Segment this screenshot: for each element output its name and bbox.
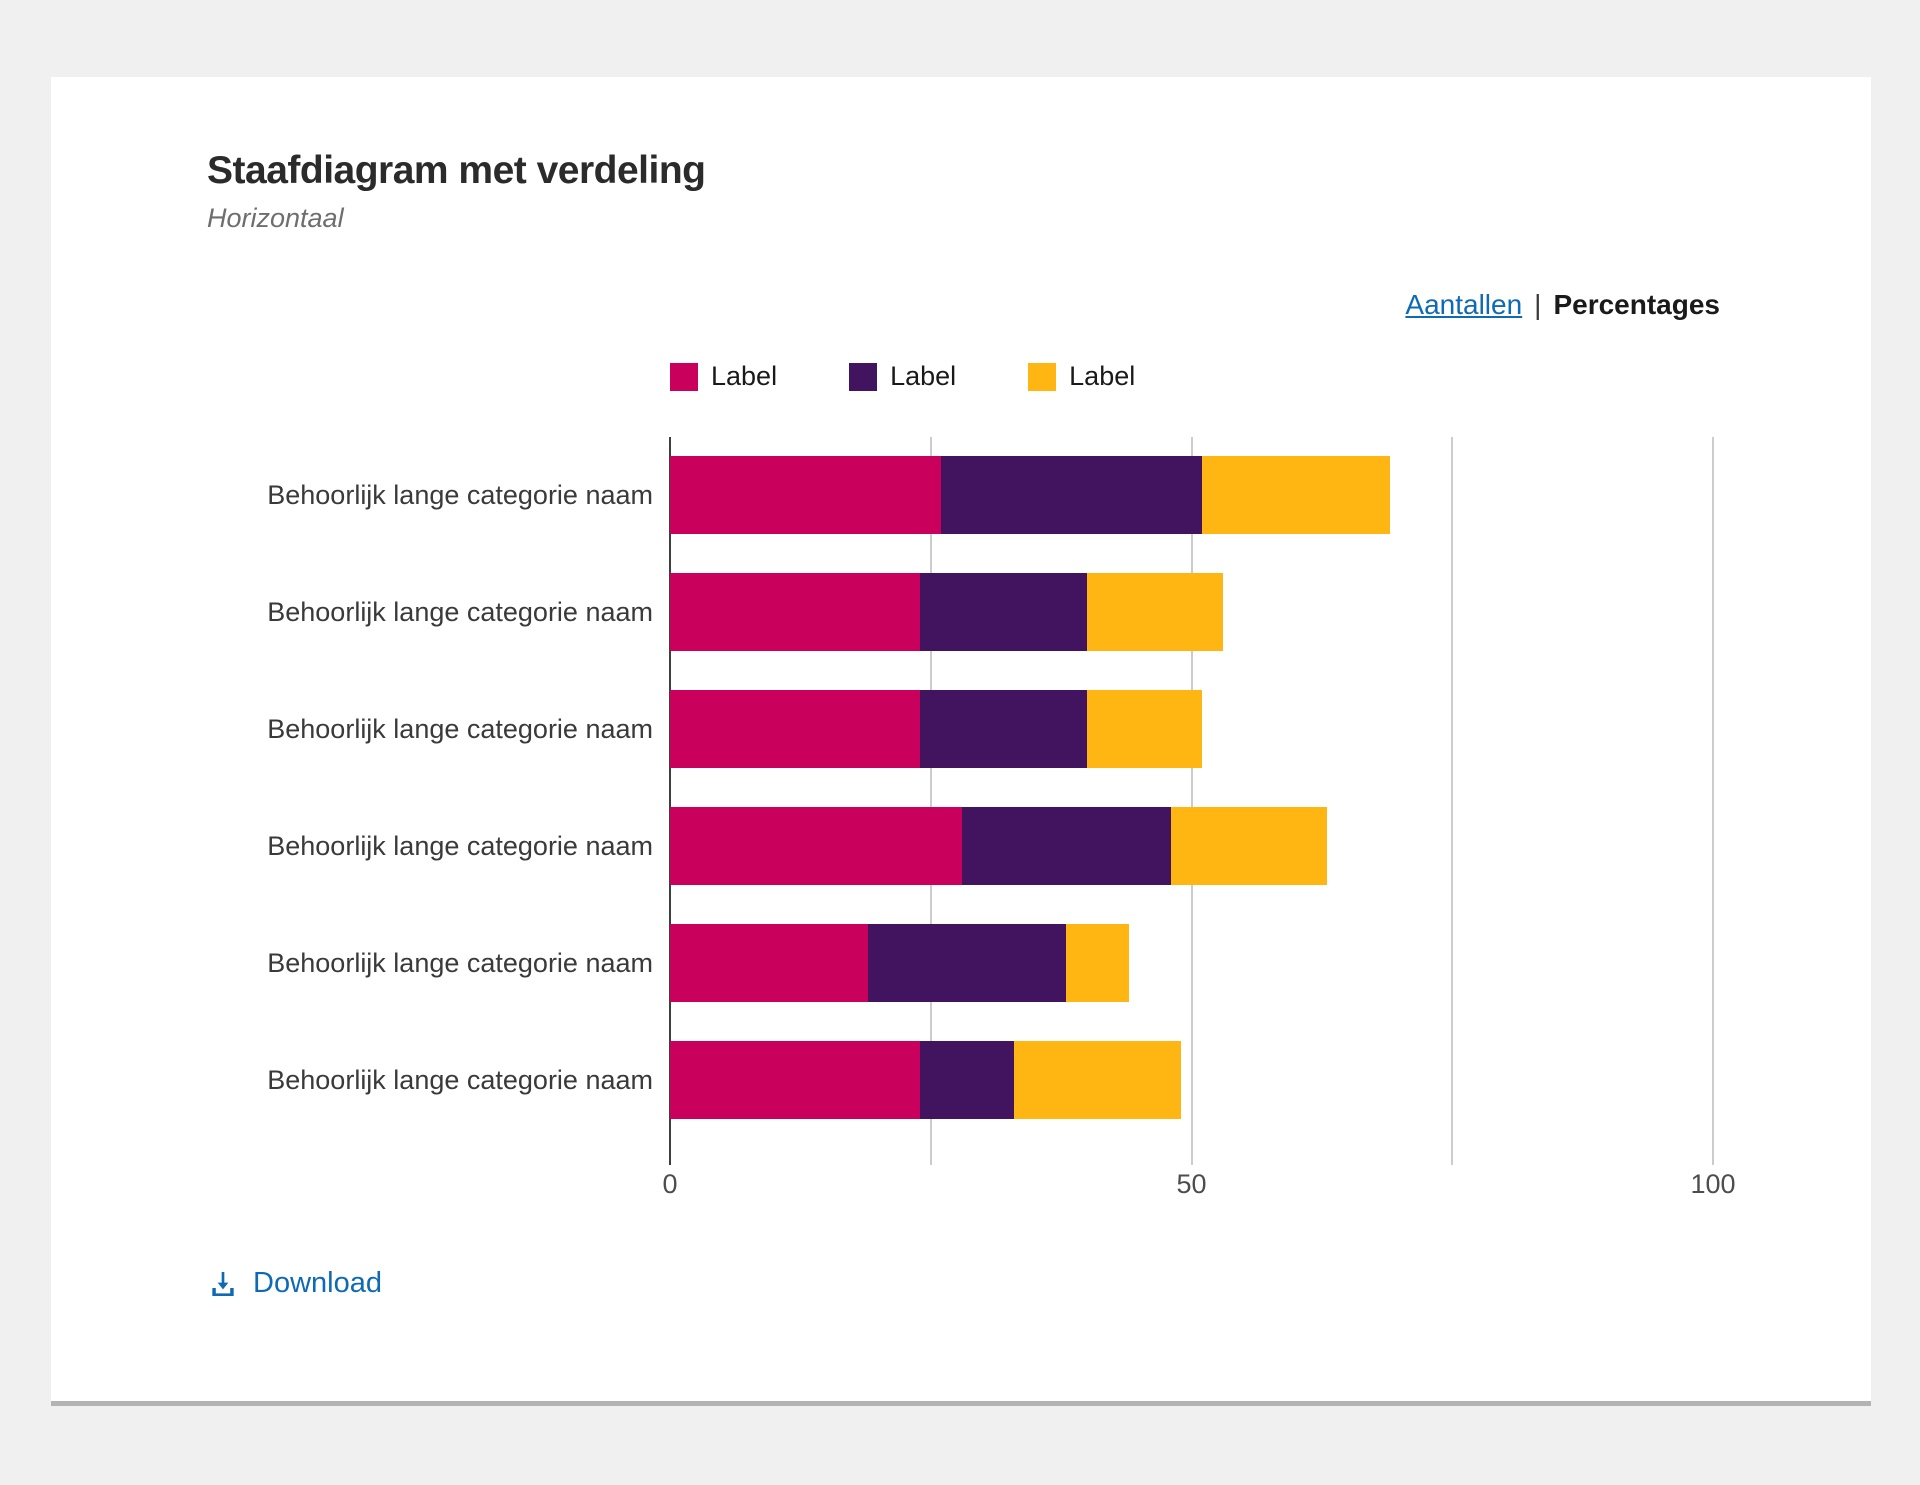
category-label: Behoorlijk lange categorie naam <box>267 714 653 744</box>
legend-label: Label <box>890 361 957 391</box>
bar-segment <box>962 807 1171 885</box>
stacked-bar <box>670 456 1713 534</box>
chart-subtitle: Horizontaal <box>207 202 344 233</box>
bar-segment <box>670 573 921 651</box>
category-label: Behoorlijk lange categorie naam <box>267 597 653 627</box>
bar-segment <box>1087 690 1202 768</box>
category-label: Behoorlijk lange categorie naam <box>267 480 653 510</box>
x-axis-ticks: 0 50 100 <box>662 1169 1735 1203</box>
plot-area: 0 50 100 <box>662 437 1736 1199</box>
download-link[interactable]: Download <box>207 1267 382 1300</box>
stacked-bar <box>670 807 1713 885</box>
stacked-bar <box>670 573 1713 651</box>
bar-segment <box>670 1041 921 1119</box>
chart-card: Staafdiagram met verdeling Horizontaal A… <box>51 77 1871 1406</box>
bar-segment <box>670 456 942 534</box>
download-label: Download <box>253 1267 382 1299</box>
bar-segment <box>920 690 1088 768</box>
toggle-option-aantallen[interactable]: Aantallen <box>1405 289 1523 320</box>
bar-segment <box>670 924 869 1002</box>
legend-swatch-icon <box>849 362 878 391</box>
download-icon <box>212 1271 234 1296</box>
legend-item: Label <box>1028 361 1135 392</box>
bar-segment <box>941 456 1202 534</box>
stacked-bar <box>670 690 1713 768</box>
bar-segment <box>1170 807 1328 885</box>
legend-swatch-icon <box>1028 362 1057 391</box>
legend-label: Label <box>1069 361 1136 391</box>
bar-row <box>670 671 1713 788</box>
y-axis-line <box>669 437 671 1165</box>
stacked-bar <box>670 924 1713 1002</box>
gridline <box>1712 437 1714 1165</box>
category-label: Behoorlijk lange categorie naam <box>267 948 653 978</box>
bar-row <box>670 788 1713 905</box>
bar-row <box>670 437 1713 554</box>
bar-segment <box>1014 1041 1182 1119</box>
bar-segment <box>670 690 921 768</box>
bar-segment <box>868 924 1067 1002</box>
bar-row <box>670 554 1713 671</box>
bar-segment <box>670 807 963 885</box>
bar-segment <box>920 1041 1015 1119</box>
toggle-option-percentages[interactable]: Percentages <box>1553 289 1720 320</box>
gridline <box>1190 437 1193 1165</box>
x-tick-label: 50 <box>1176 1169 1207 1199</box>
x-tick-label: 100 <box>1690 1169 1736 1199</box>
bar-segment <box>1201 456 1390 534</box>
legend-swatch-icon <box>670 362 698 391</box>
category-label: Behoorlijk lange categorie naam <box>267 831 653 861</box>
gridline <box>1451 437 1454 1165</box>
bar-segment <box>1087 573 1223 651</box>
chart-legend: Label Label Label <box>670 361 1135 392</box>
view-toggle: Aantallen | Percentages <box>1405 289 1720 321</box>
gridline <box>929 437 932 1165</box>
legend-item: Label <box>670 361 777 392</box>
x-tick-label: 0 <box>662 1169 678 1199</box>
category-label: Behoorlijk lange categorie naam <box>267 1065 653 1095</box>
legend-label: Label <box>711 361 778 391</box>
bar-segment <box>920 573 1088 651</box>
category-labels: Behoorlijk lange categorie naam Behoorlij… <box>201 437 653 1139</box>
bar-row <box>670 1022 1713 1139</box>
bar-row <box>670 905 1713 1022</box>
page-title: Staafdiagram met verdeling <box>207 149 706 192</box>
bar-segment <box>1066 924 1129 1002</box>
toggle-separator: | <box>1534 289 1542 320</box>
legend-item: Label <box>849 361 956 392</box>
stacked-bar <box>670 1041 1713 1119</box>
chart-header: Staafdiagram met verdeling Horizontaal <box>207 149 706 234</box>
